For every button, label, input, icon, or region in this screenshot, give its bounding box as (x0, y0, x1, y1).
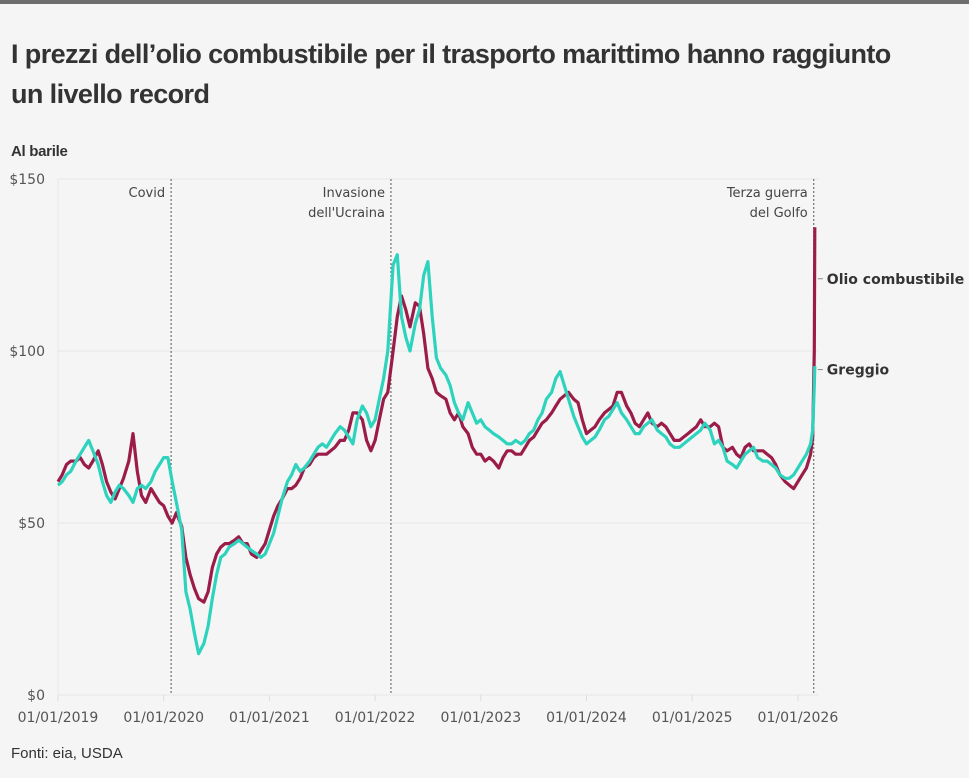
event-annotation-label: del Golfo (750, 206, 808, 221)
top-border (0, 0, 969, 4)
series-lines (56, 227, 817, 656)
x-tick-label: 01/01/2019 (18, 710, 99, 726)
y-tick-label: $0 (27, 688, 45, 704)
x-tick-label: 01/01/2022 (335, 710, 416, 726)
event-annotation-label: Terza guerra (726, 186, 808, 201)
x-tick-label: 01/01/2024 (546, 710, 627, 726)
series-label: Olio combustibile (827, 272, 964, 288)
x-tick-label: 01/01/2023 (440, 710, 521, 726)
y-tick-label: $100 (9, 344, 45, 360)
y-axis-ticks: $0 $50 $100 $150 (9, 172, 45, 704)
series-labels: Olio combustibile Greggio (817, 272, 964, 379)
event-annotation-label: Covid (129, 186, 166, 201)
series-label: Greggio (827, 363, 890, 379)
chart-title: I prezzi dell’olio combustibile per il t… (11, 39, 891, 109)
y-tick-label: $50 (18, 516, 45, 532)
event-annotation-label: Invasione (323, 186, 385, 201)
x-tick-label: 01/01/2020 (123, 710, 204, 726)
y-axis-unit-label: Al barile (11, 143, 68, 160)
event-annotations: Covid Invasione dell'Ucraina Terza guerra de… (129, 179, 815, 695)
source-note: Fonti: eia, USDA (11, 745, 123, 762)
x-tick-label: 01/01/2025 (652, 710, 733, 726)
x-tick-label: 01/01/2021 (229, 710, 310, 726)
series-line-crude (56, 253, 817, 656)
x-tick-label: 01/01/2026 (758, 710, 839, 726)
x-axis-ticks: 01/01/2019 01/01/2020 01/01/2021 01/01/2022… (18, 695, 839, 726)
grid-lines (57, 178, 819, 701)
y-tick-label: $150 (9, 172, 45, 188)
event-annotation-label: dell'Ucraina (308, 206, 385, 221)
